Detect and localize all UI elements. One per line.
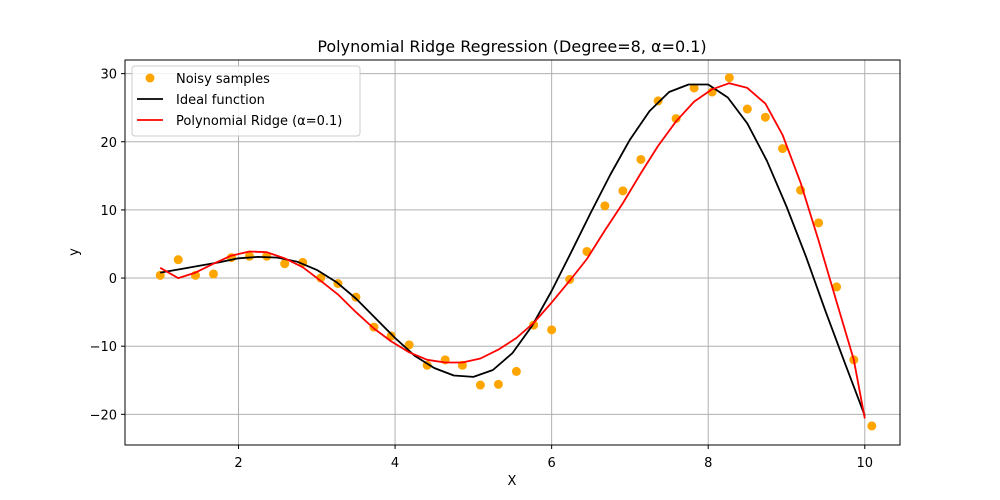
y-axis-label: y xyxy=(67,248,82,256)
scatter-point xyxy=(618,186,628,196)
scatter-point xyxy=(867,421,877,431)
scatter-point xyxy=(600,201,610,211)
x-axis-label: X xyxy=(508,474,517,489)
series-line xyxy=(159,82,866,419)
scatter-point xyxy=(351,292,361,302)
scatter-point xyxy=(386,331,396,341)
y-tick-label: 10 xyxy=(100,204,117,219)
scatter-point xyxy=(689,83,699,93)
x-tick-label: 2 xyxy=(234,456,242,471)
scatter-point xyxy=(280,259,290,269)
chart-title: Polynomial Ridge Regression (Degree=8, α… xyxy=(317,37,706,56)
scatter-point xyxy=(653,96,663,106)
scatter-point xyxy=(493,379,503,389)
axis-ticks: 2 4 6 8 10 −20 −10 0 10 20 30 xyxy=(90,68,873,471)
scatter-point xyxy=(778,144,788,154)
scatter-point xyxy=(671,114,681,124)
y-tick-label: −20 xyxy=(90,408,117,423)
series-line xyxy=(160,83,866,417)
x-tick-label: 8 xyxy=(704,456,712,471)
plot-area xyxy=(155,73,877,431)
scatter-point xyxy=(208,269,218,279)
legend: Noisy samples Ideal function Polynomial Ri… xyxy=(131,65,361,137)
scatter-point xyxy=(582,246,592,256)
scatter-point xyxy=(475,380,485,390)
x-tick-label: 6 xyxy=(548,456,556,471)
scatter-point xyxy=(511,366,521,376)
y-tick-label: 20 xyxy=(100,136,117,151)
scatter-point xyxy=(316,273,326,283)
scatter-point xyxy=(262,251,272,261)
grid xyxy=(125,60,900,445)
scatter-point xyxy=(636,154,646,164)
scatter-point xyxy=(832,282,842,292)
y-tick-label: 30 xyxy=(100,68,117,83)
y-tick-label: −10 xyxy=(90,340,117,355)
legend-marker xyxy=(145,73,155,83)
legend-label: Noisy samples xyxy=(176,72,270,87)
axes-frame xyxy=(124,59,901,446)
legend-box xyxy=(131,65,361,137)
scatter-point xyxy=(547,325,557,335)
scatter-point xyxy=(404,340,414,350)
y-tick-label: 0 xyxy=(109,272,117,287)
scatter-point xyxy=(742,104,752,114)
scatter-point xyxy=(724,73,734,83)
legend-label: Polynomial Ridge (α=0.1) xyxy=(176,114,342,129)
x-tick-label: 4 xyxy=(391,456,399,471)
legend-label: Ideal function xyxy=(176,93,265,108)
scatter-point xyxy=(760,112,770,122)
scatter-point xyxy=(173,255,183,265)
x-tick-label: 10 xyxy=(856,456,873,471)
scatter-point xyxy=(814,218,824,228)
